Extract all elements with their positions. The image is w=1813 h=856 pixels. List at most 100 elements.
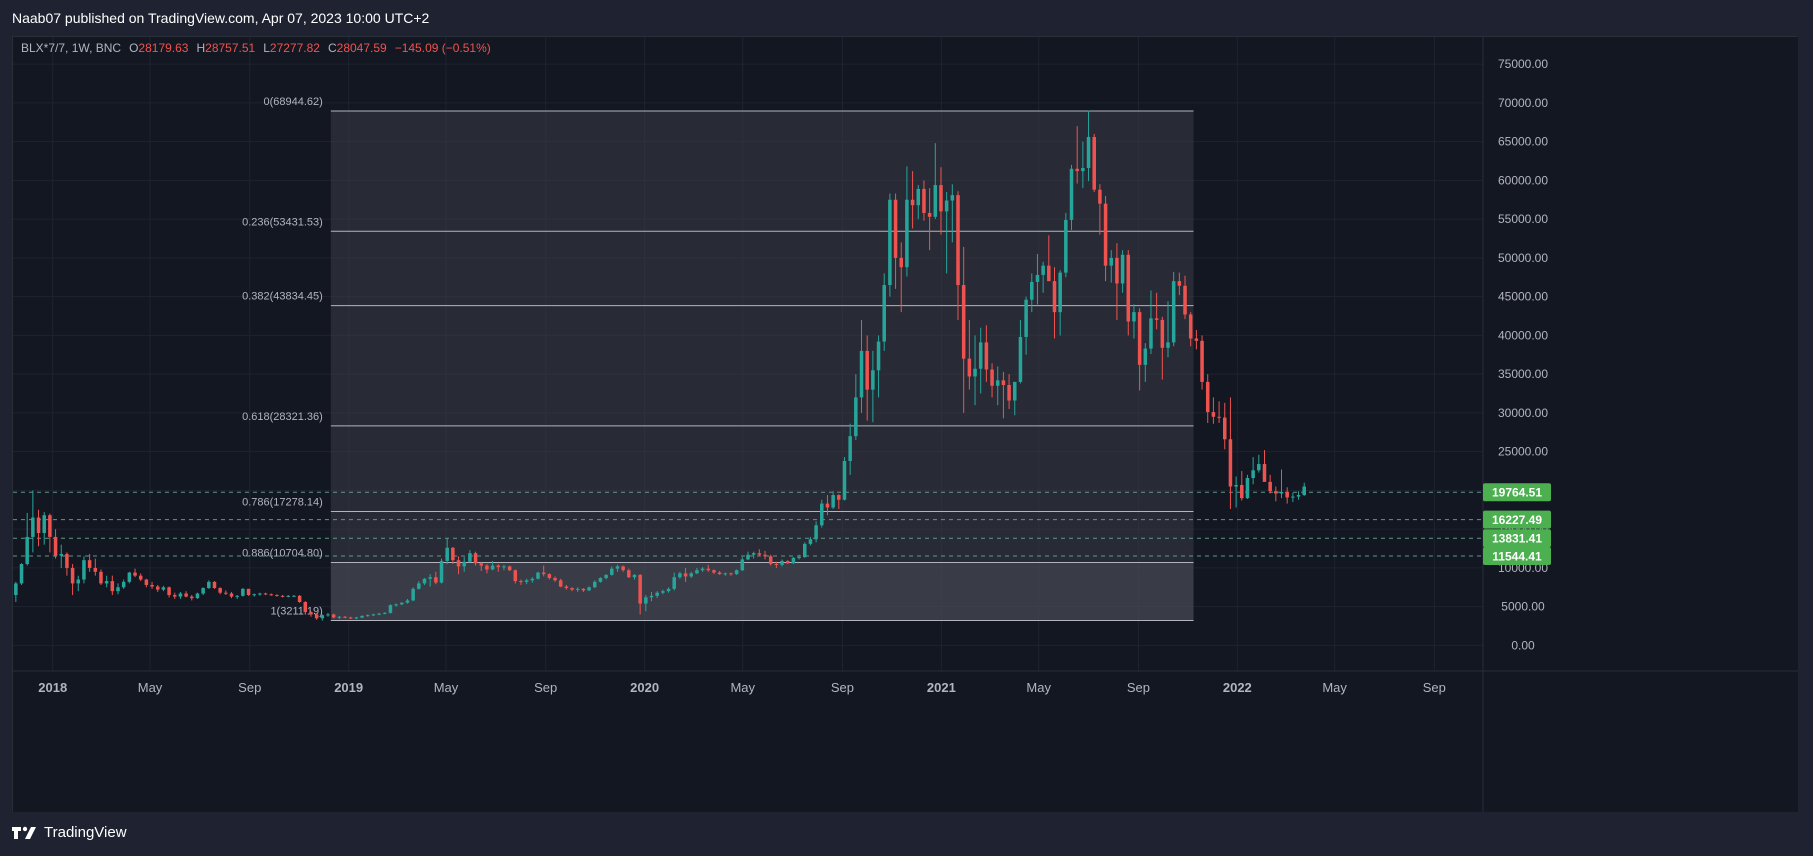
candle-body bbox=[621, 566, 625, 571]
candle-body bbox=[547, 574, 552, 578]
candle-body bbox=[768, 556, 773, 565]
candle-body bbox=[683, 573, 688, 577]
candle-body bbox=[524, 580, 529, 582]
candle-body bbox=[689, 573, 694, 577]
candle-body bbox=[258, 593, 262, 595]
candle-body bbox=[121, 581, 126, 588]
candle-body bbox=[405, 600, 410, 603]
price-tick-label: 55000.00 bbox=[1498, 212, 1548, 226]
candle-body bbox=[31, 517, 35, 537]
candle-body bbox=[740, 559, 745, 571]
candle-body bbox=[473, 553, 478, 564]
candle-body bbox=[303, 602, 308, 613]
candle-body bbox=[502, 566, 506, 568]
candle-body bbox=[1217, 416, 1221, 418]
candle-body bbox=[990, 369, 994, 386]
candle-body bbox=[649, 595, 654, 598]
candle-body bbox=[882, 285, 886, 342]
legend-high: 28757.51 bbox=[205, 41, 255, 55]
fib-zone-bottom bbox=[330, 562, 1194, 621]
publish-info: Naab07 published on TradingView.com, Apr… bbox=[12, 10, 430, 26]
candle-body bbox=[337, 616, 342, 618]
candle-body bbox=[1291, 496, 1295, 498]
candle-body bbox=[916, 188, 921, 206]
candle-body bbox=[615, 566, 620, 569]
horizontal-levels bbox=[13, 491, 1483, 557]
time-tick-label: May bbox=[434, 680, 459, 695]
candle-body bbox=[859, 350, 864, 398]
candle-body bbox=[871, 370, 875, 390]
price-tick-label: 25000.00 bbox=[1498, 445, 1548, 459]
candle-body bbox=[25, 536, 29, 565]
candle-body bbox=[933, 185, 938, 217]
candle-body bbox=[1052, 281, 1057, 313]
time-tick-label: Sep bbox=[238, 680, 261, 695]
price-tick-label: 35000.00 bbox=[1498, 367, 1548, 381]
price-level-badge bbox=[1483, 510, 1551, 529]
candle-body bbox=[734, 570, 739, 575]
price-tick-label: 5000.00 bbox=[1501, 600, 1545, 614]
candle-body bbox=[1205, 381, 1210, 413]
candle-body bbox=[564, 586, 569, 589]
candle-body bbox=[371, 614, 376, 616]
candle-body bbox=[1132, 312, 1136, 322]
candle-body bbox=[1188, 314, 1193, 339]
time-axis[interactable]: 2018 May Sep 2019 May Sep 2020 May Sep 2021 May Sep… bbox=[38, 680, 1446, 695]
candle-body bbox=[785, 560, 790, 564]
candle-body bbox=[825, 503, 830, 508]
candle-body bbox=[1109, 257, 1114, 266]
price-level-badge bbox=[1483, 546, 1551, 565]
candle-body bbox=[19, 564, 24, 584]
candle-body bbox=[1058, 272, 1062, 313]
legend-exchange: BNC bbox=[96, 41, 122, 55]
candle-body bbox=[570, 588, 574, 590]
fib-retracement[interactable]: 0(68944.62) 0.236(53431.53) 0.382(43834.45… bbox=[242, 96, 1194, 622]
candle-body bbox=[1234, 484, 1238, 487]
candle-body bbox=[417, 583, 421, 589]
candle-body bbox=[802, 543, 807, 558]
candle-body bbox=[1069, 168, 1074, 220]
candle-body bbox=[320, 615, 325, 619]
candle-body bbox=[575, 588, 580, 590]
candle-body bbox=[1154, 318, 1159, 320]
candle-body bbox=[490, 565, 495, 570]
candle-body bbox=[592, 581, 597, 588]
price-chart[interactable]: 0(68944.62) 0.236(53431.53) 0.382(43834.45… bbox=[13, 37, 1798, 812]
candle-body bbox=[388, 605, 393, 613]
candle-body bbox=[110, 581, 115, 592]
candle-body bbox=[1257, 464, 1261, 471]
candle-body bbox=[1240, 484, 1244, 499]
price-level-badge bbox=[1483, 483, 1551, 502]
candle-body bbox=[1166, 342, 1170, 348]
fib-level-label: 1(3211.19) bbox=[270, 606, 322, 618]
chart-frame[interactable]: 0(68944.62) 0.236(53431.53) 0.382(43834.45… bbox=[12, 36, 1798, 812]
candle-body bbox=[365, 615, 370, 617]
candle-body bbox=[695, 570, 699, 574]
candle-body bbox=[1098, 189, 1102, 204]
candle-body bbox=[893, 199, 898, 258]
time-tick-label: Sep bbox=[831, 680, 854, 695]
time-tick-label: May bbox=[138, 680, 163, 695]
candle-body bbox=[224, 592, 228, 594]
legend-change: −145.09 (−0.51%) bbox=[395, 41, 491, 55]
candle-body bbox=[973, 368, 977, 377]
candle-body bbox=[104, 581, 109, 584]
candle-body bbox=[479, 563, 484, 566]
candle-body bbox=[1149, 318, 1153, 349]
price-level-labels: 19764.51 16227.49 13831.41 11544.41 bbox=[1483, 483, 1551, 565]
candle-body bbox=[666, 588, 671, 592]
price-level-badge-text: 13831.41 bbox=[1492, 532, 1542, 546]
candle-body bbox=[178, 593, 183, 597]
tradingview-logo-icon bbox=[12, 826, 36, 839]
tradingview-logo[interactable]: TradingView bbox=[12, 824, 127, 841]
candle-body bbox=[1041, 265, 1045, 275]
candle-body bbox=[1228, 439, 1233, 487]
candle-body bbox=[888, 199, 892, 286]
candle-body bbox=[331, 614, 336, 618]
legend-open: 28179.63 bbox=[138, 41, 188, 55]
candle-body bbox=[1030, 281, 1034, 300]
candle-body bbox=[93, 567, 98, 572]
candle-body bbox=[1012, 381, 1017, 401]
candle-body bbox=[360, 615, 364, 618]
price-tick-label: 30000.00 bbox=[1498, 406, 1548, 420]
